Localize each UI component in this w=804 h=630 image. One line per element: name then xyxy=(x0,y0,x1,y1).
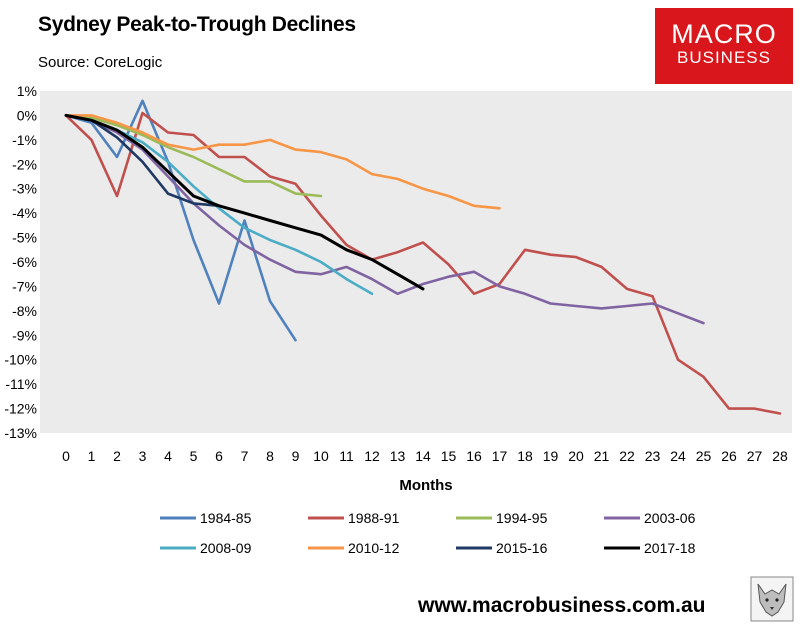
x-tick-label: 5 xyxy=(190,448,198,464)
x-tick-label: 20 xyxy=(568,448,584,464)
x-tick-label: 3 xyxy=(139,448,147,464)
legend-item: 2003-06 xyxy=(604,510,696,526)
x-tick-label: 0 xyxy=(62,448,70,464)
x-tick-label: 4 xyxy=(164,448,172,464)
series-line-1994-95 xyxy=(64,114,323,198)
x-tick-label: 25 xyxy=(696,448,712,464)
logo-line-2: BUSINESS xyxy=(677,48,771,67)
legend-item: 2017-18 xyxy=(604,540,696,556)
legend-label: 2010-12 xyxy=(348,540,400,556)
logo-line-1: MACRO xyxy=(671,19,777,49)
x-tick-label: 7 xyxy=(241,448,249,464)
y-tick-label: -9% xyxy=(12,327,37,343)
x-tick-label: 18 xyxy=(517,448,533,464)
x-tick-label: 8 xyxy=(266,448,274,464)
legend-item: 1984-85 xyxy=(160,510,252,526)
y-tick-label: -4% xyxy=(12,205,37,221)
y-tick-label: -2% xyxy=(12,156,37,172)
y-tick-label: 1% xyxy=(17,83,37,99)
x-tick-label: 2 xyxy=(113,448,121,464)
series-lines xyxy=(64,99,782,415)
x-tick-label: 24 xyxy=(670,448,686,464)
y-axis-labels: 1% 0% -1% -2% -3% -4% -5% -6% -7% -8% -9% -10% -11% -… xyxy=(4,83,37,441)
legend-label: 1994-95 xyxy=(496,510,548,526)
legend-label: 1984-85 xyxy=(200,510,252,526)
y-tick-label: 0% xyxy=(17,107,37,123)
legend-item: 2008-09 xyxy=(160,540,252,556)
x-tick-label: 21 xyxy=(594,448,610,464)
x-tick-label: 19 xyxy=(543,448,559,464)
legend: 1984-85 1988-91 1994-95 2003-06 2008-09 2010-… xyxy=(160,510,696,556)
chart-source: Source: CoreLogic xyxy=(38,54,163,71)
x-tick-label: 12 xyxy=(364,448,380,464)
y-tick-label: -3% xyxy=(12,181,37,197)
series-line-1984-85 xyxy=(64,99,297,342)
legend-label: 2017-18 xyxy=(644,540,696,556)
y-tick-label: -1% xyxy=(12,132,37,148)
x-axis-labels: 0 1 2 3 4 5 6 7 8 9 10 11 12 13 14 15 16 17 18 19 20 21 22 23 24… xyxy=(62,448,788,464)
y-tick-label: -5% xyxy=(12,230,37,246)
y-tick-label: -10% xyxy=(4,352,37,368)
footer-url[interactable]: www.macrobusiness.com.au xyxy=(418,594,706,617)
series-line-1988-91 xyxy=(64,111,782,415)
x-tick-label: 28 xyxy=(772,448,788,464)
legend-label: 1988-91 xyxy=(348,510,400,526)
legend-label: 2015-16 xyxy=(496,540,548,556)
x-tick-label: 9 xyxy=(292,448,300,464)
legend-label: 2008-09 xyxy=(200,540,252,556)
macrobusiness-logo: MACRO BUSINESS xyxy=(655,8,793,84)
x-tick-label: 6 xyxy=(215,448,223,464)
x-tick-label: 13 xyxy=(390,448,406,464)
y-tick-label: -7% xyxy=(12,278,37,294)
series-line-2010-12 xyxy=(64,114,501,210)
x-tick-label: 16 xyxy=(466,448,482,464)
legend-label: 2003-06 xyxy=(644,510,696,526)
x-tick-label: 27 xyxy=(747,448,763,464)
x-tick-label: 23 xyxy=(645,448,661,464)
x-tick-label: 1 xyxy=(88,448,96,464)
legend-item: 2010-12 xyxy=(308,540,400,556)
y-tick-label: -13% xyxy=(4,425,37,441)
wolf-icon xyxy=(750,576,794,622)
x-tick-label: 22 xyxy=(619,448,635,464)
x-tick-label: 26 xyxy=(721,448,737,464)
x-tick-label: 15 xyxy=(441,448,457,464)
x-tick-label: 11 xyxy=(339,448,354,464)
legend-item: 1988-91 xyxy=(308,510,400,526)
legend-item: 1994-95 xyxy=(456,510,548,526)
plot-area xyxy=(40,91,792,433)
x-tick-label: 14 xyxy=(415,448,431,464)
y-tick-label: -11% xyxy=(5,376,37,392)
chart-title: Sydney Peak-to-Trough Declines xyxy=(38,13,356,36)
series-line-2003-06 xyxy=(64,114,705,325)
y-tick-label: -6% xyxy=(12,254,37,270)
x-axis-title: Months xyxy=(399,477,452,494)
y-tick-label: -8% xyxy=(12,303,37,319)
x-tick-label: 17 xyxy=(492,448,508,464)
x-tick-label: 10 xyxy=(313,448,329,464)
legend-item: 2015-16 xyxy=(456,540,548,556)
series-line-2017-18 xyxy=(64,113,425,291)
y-tick-label: -12% xyxy=(4,401,37,417)
